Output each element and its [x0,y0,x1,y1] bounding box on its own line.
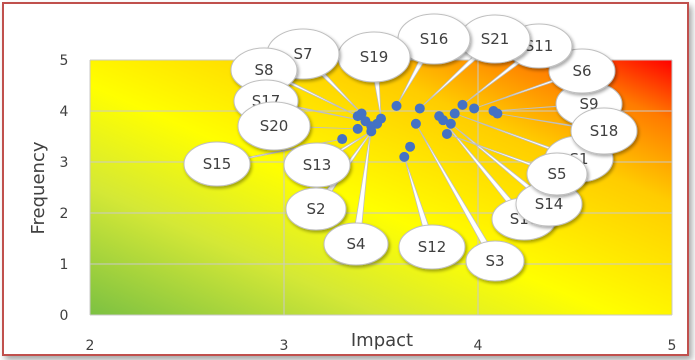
data-point-s11 [457,100,467,110]
callout-label-s2: S2 [306,200,325,218]
callout-s18: S18 [571,108,637,154]
data-point-s19 [376,114,386,124]
data-point-s1 [450,109,460,119]
callout-label-s20: S20 [260,117,289,135]
callout-s15: S15 [184,142,250,186]
callout-label-s21: S21 [481,30,510,48]
callout-label-s14: S14 [535,195,564,213]
callout-s20: S20 [238,102,310,150]
callout-label-s18: S18 [590,122,619,140]
y-axis-ticks: 0 1 2 3 4 5 [60,53,69,324]
y-axis-title: Frequency [28,141,49,234]
data-point-s15 [337,134,347,144]
data-point-s21 [415,103,425,113]
x-axis-title: Impact [351,330,413,351]
data-point-s16 [392,101,402,111]
y-tick-label: 4 [60,104,69,120]
data-point-s14 [446,119,456,129]
data-point-s12 [405,142,415,152]
callout-label-s12: S12 [418,238,447,256]
callout-label-s3: S3 [485,252,504,270]
callout-s12: S12 [399,225,465,269]
callout-s19: S19 [338,32,410,82]
y-tick-label: 5 [60,53,69,69]
callout-label-s7: S7 [293,45,312,63]
callout-label-s16: S16 [420,30,449,48]
callout-s13: S13 [284,143,350,187]
callout-label-s19: S19 [360,48,389,66]
callout-label-s6: S6 [572,62,591,80]
callout-s3: S3 [466,241,524,281]
callout-label-s13: S13 [303,156,332,174]
x-tick-label: 2 [86,338,95,354]
y-tick-label: 3 [60,155,69,171]
data-point-s18 [492,109,502,119]
callout-label-s4: S4 [346,235,365,253]
data-point-s10 [434,111,444,121]
callout-label-s5: S5 [547,165,566,183]
y-tick-label: 1 [60,257,69,273]
y-tick-label: 2 [60,206,69,222]
callout-label-s15: S15 [203,155,232,173]
data-point-s17 [360,116,370,126]
data-point-s13 [366,126,376,136]
x-tick-label: 4 [474,338,483,354]
data-point-s6 [469,103,479,113]
data-point-s5 [442,129,452,139]
data-point-s23 [411,119,421,129]
x-tick-label: 5 [668,338,677,354]
callout-label-s8: S8 [254,61,273,79]
callout-s4: S4 [324,223,388,265]
callout-s5: S5 [527,153,587,195]
callout-s2: S2 [286,188,346,230]
data-point-s20 [353,124,363,134]
y-tick-label: 0 [60,308,69,324]
data-point-s22 [399,152,409,162]
x-tick-label: 3 [280,338,289,354]
